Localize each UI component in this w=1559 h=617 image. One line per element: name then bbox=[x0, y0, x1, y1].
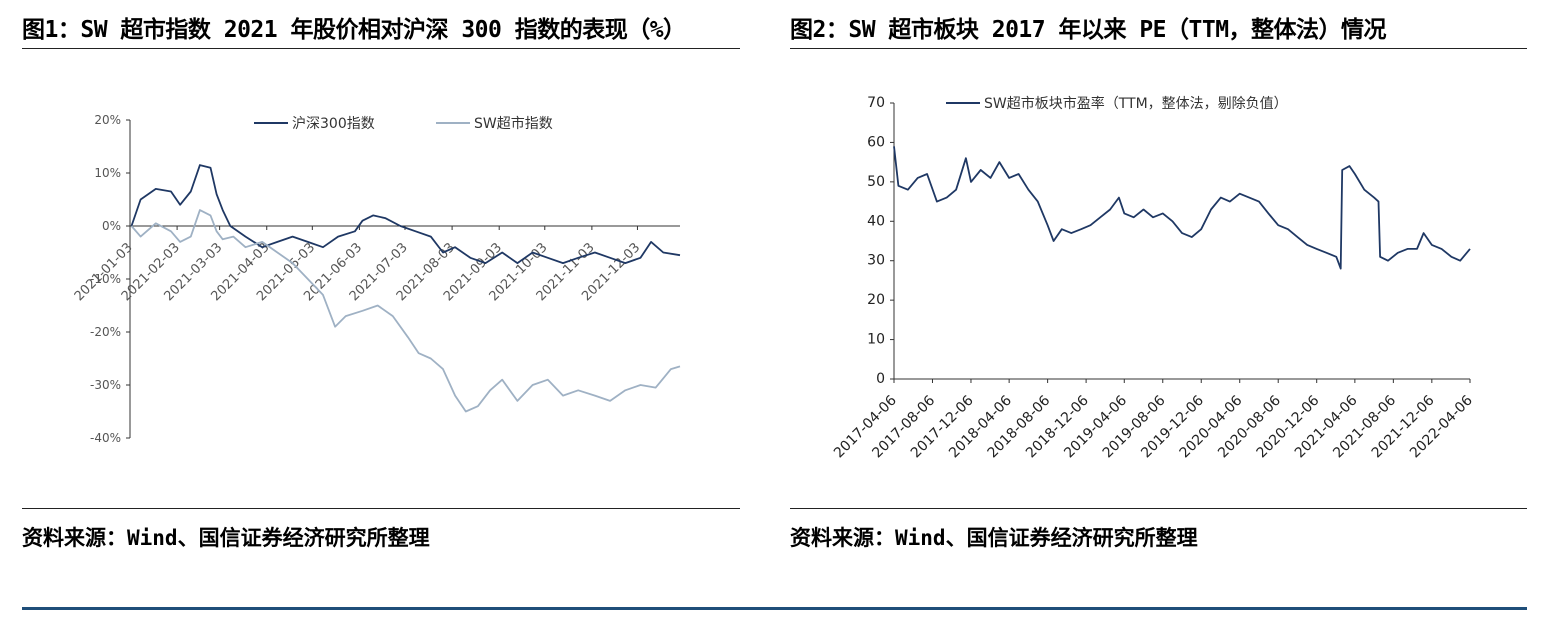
figure-1-title: 图1：SW 超市指数 2021 年股价相对沪深 300 指数的表现（%） bbox=[22, 17, 686, 43]
y-tick-label: 40 bbox=[867, 213, 885, 229]
y-tick-label: -40% bbox=[90, 431, 121, 445]
figure-1-bottom-rule bbox=[22, 508, 740, 509]
figure-1-source: 资料来源：Wind、国信证券经济研究所整理 bbox=[22, 526, 430, 550]
legend-label: SW超市指数 bbox=[474, 115, 553, 132]
y-tick-label: 50 bbox=[867, 174, 885, 190]
y-tick-label: 10% bbox=[94, 166, 121, 180]
y-tick-label: -30% bbox=[90, 378, 121, 392]
figure-2-chart: 7060504030201002017-04-062017-08-062017-… bbox=[831, 95, 1476, 461]
figure-2-title: 图2：SW 超市板块 2017 年以来 PE（TTM，整体法）情况 bbox=[790, 17, 1387, 43]
legend-label: SW超市板块市盈率（TTM，整体法，剔除负值） bbox=[984, 95, 1288, 112]
y-tick-label: 70 bbox=[867, 95, 885, 111]
figure-1-chart: 20%10%0%-10%-20%-30%-40%2021-01-032021-0… bbox=[72, 113, 681, 445]
figure-2-bottom-rule bbox=[790, 508, 1527, 509]
y-tick-label: -10% bbox=[90, 272, 121, 286]
footer-rule bbox=[22, 607, 1527, 610]
series-line bbox=[130, 164, 681, 264]
legend-label: 沪深300指数 bbox=[292, 116, 375, 132]
figure-1-top-rule bbox=[22, 48, 740, 49]
series-line bbox=[130, 209, 681, 413]
figure-2-top-rule bbox=[790, 48, 1527, 49]
y-tick-label: -20% bbox=[90, 325, 121, 339]
y-tick-label: 60 bbox=[867, 134, 885, 150]
y-tick-label: 30 bbox=[867, 253, 885, 269]
y-tick-label: 0% bbox=[102, 219, 121, 233]
y-tick-label: 20 bbox=[867, 292, 885, 308]
y-tick-label: 20% bbox=[94, 113, 121, 127]
y-tick-label: 0 bbox=[876, 371, 885, 387]
y-tick-label: 10 bbox=[867, 332, 885, 348]
figure-2-source: 资料来源：Wind、国信证券经济研究所整理 bbox=[790, 526, 1198, 550]
series-line bbox=[893, 146, 1471, 270]
